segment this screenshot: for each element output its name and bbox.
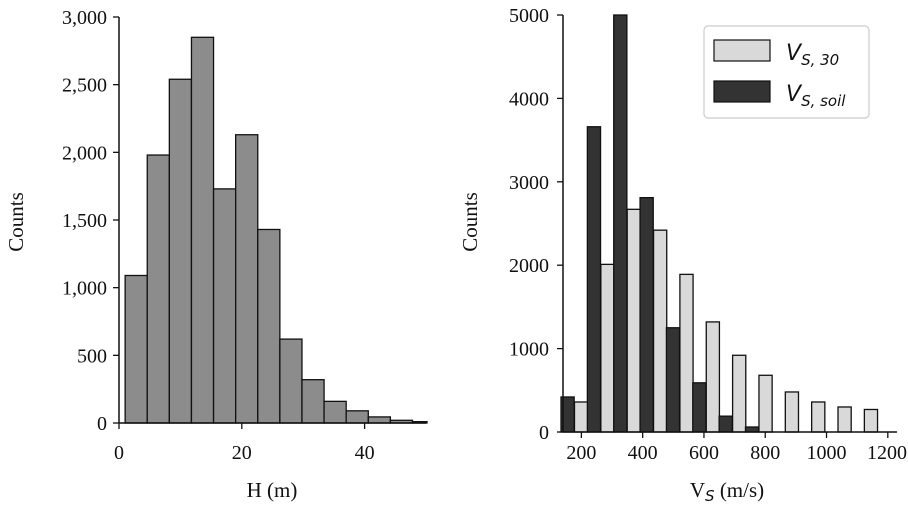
legend-label-vs30-sub: S, 30: [801, 51, 839, 69]
left-x-tick-label: 0: [114, 442, 124, 464]
vs30-bar: [863, 408, 879, 433]
right-x-axis-label-sub: S: [705, 487, 715, 505]
right-x-axis-label: VS (m/s): [690, 478, 764, 505]
vssoil-bar: [744, 426, 760, 433]
vs30-bar: [758, 374, 773, 433]
left-y-tick-label: 1,500: [62, 210, 107, 232]
vs30-bar: [837, 406, 852, 433]
vs30-bar: [784, 391, 800, 433]
left-y-tick-label: 3,000: [62, 7, 107, 29]
left-x-axis-label: H (m): [247, 478, 298, 502]
right-x-tick-label: 600: [689, 442, 719, 464]
vssoil-bar: [692, 382, 707, 433]
height-bars: [124, 36, 428, 424]
right-x-ticks: 200 400 600 800 1000 1200: [566, 432, 907, 464]
vs-histogram: 0 1000 2000 3000 4000 5000 200 400 600 800 1000 12…: [458, 5, 907, 505]
vs30-bar: [679, 273, 694, 433]
height-bar: [323, 400, 347, 424]
left-y-tick-label: 0: [97, 413, 107, 435]
height-bar: [168, 78, 193, 424]
height-bar: [257, 228, 281, 424]
left-x-tick-label: 20: [232, 442, 252, 464]
left-y-ticks: 0 500 1,000 1,500 2,000 2,500 3,000: [62, 7, 119, 435]
height-bar: [345, 410, 369, 424]
legend: VS, 30 VS, soil: [703, 25, 870, 119]
vssoil-bar: [665, 327, 681, 433]
right-x-tick-label: 200: [566, 442, 596, 464]
right-y-tick-label: 5000: [509, 5, 549, 27]
height-bar: [235, 134, 259, 424]
left-y-tick-label: 2,500: [62, 75, 107, 97]
legend-label-vssoil-main: V: [786, 82, 803, 107]
right-y-tick-label: 2000: [509, 255, 549, 277]
right-y-tick-label: 3000: [509, 172, 549, 194]
vs30-bar: [600, 263, 615, 433]
right-y-ticks: 0 1000 2000 3000 4000 5000: [509, 5, 563, 444]
right-y-tick-label: 4000: [509, 88, 549, 110]
height-bar: [212, 188, 237, 424]
legend-label-vs30: VS, 30: [786, 41, 839, 69]
right-y-axis-label: Counts: [458, 192, 482, 252]
height-bar: [279, 338, 303, 424]
height-bar: [367, 416, 392, 424]
vssoil-bar: [718, 415, 733, 433]
right-x-tick-label: 800: [750, 442, 780, 464]
legend-label-vssoil-sub: S, soil: [801, 92, 846, 110]
vs30-bar: [705, 321, 721, 433]
right-x-tick-label: 1000: [807, 442, 847, 464]
vssoil-bar: [613, 14, 628, 433]
vs30-bar: [811, 401, 826, 433]
legend-swatch-vssoil: [713, 80, 771, 103]
right-x-axis-label-suffix: (m/s): [715, 478, 765, 502]
left-x-ticks: 0 20 40: [114, 423, 375, 464]
left-x-tick-label: 40: [355, 442, 375, 464]
left-y-tick-label: 2,000: [62, 142, 107, 164]
height-bar: [124, 274, 148, 424]
legend-label-vssoil: VS, soil: [786, 82, 846, 110]
right-y-tick-label: 1000: [509, 339, 549, 361]
vssoil-bar: [586, 126, 602, 433]
right-y-tick-label: 0: [539, 422, 549, 444]
height-histogram: 0 500 1,000 1,500 2,000 2,500 3,000 0 20 40 H (m…: [4, 7, 428, 502]
left-y-tick-label: 500: [77, 345, 107, 367]
vs30-bar: [573, 401, 589, 433]
left-y-tick-label: 1,000: [62, 278, 107, 300]
right-x-tick-label: 400: [628, 442, 658, 464]
legend-swatch-vs30: [713, 39, 771, 62]
vssoil-bar: [639, 196, 654, 433]
right-x-axis-label-main: V: [690, 478, 705, 502]
left-y-axis-label: Counts: [4, 192, 28, 252]
height-bar: [190, 36, 215, 424]
legend-label-vs30-main: V: [786, 41, 803, 66]
height-bar: [301, 379, 325, 424]
vs30-bar: [652, 229, 668, 433]
height-bar: [146, 154, 170, 424]
vs30-bar: [626, 208, 642, 433]
right-x-tick-label: 1200: [867, 442, 907, 464]
vs30-bar: [731, 354, 747, 433]
